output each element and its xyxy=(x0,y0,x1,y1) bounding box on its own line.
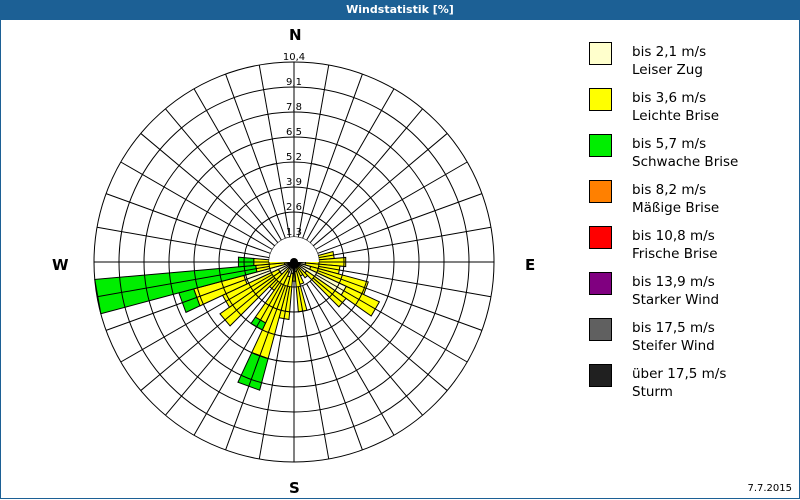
compass-east-label: E xyxy=(525,256,536,274)
legend-swatch-schwache-brise xyxy=(589,134,612,157)
legend-range: bis 3,6 m/s xyxy=(632,90,707,106)
legend-swatch-leiser-zug xyxy=(589,42,612,65)
grid-spoke xyxy=(318,265,492,298)
grid-spoke xyxy=(312,277,448,391)
legend-swatch-steifer-wind xyxy=(589,318,612,341)
grid-spoke xyxy=(309,108,423,244)
date-stamp: 7.7.2015 xyxy=(747,483,792,494)
grid-spoke xyxy=(165,280,279,416)
grid-spoke xyxy=(193,283,282,436)
legend-name: Sturm xyxy=(632,384,673,400)
legend-swatch-leichte-brise xyxy=(589,88,612,111)
grid-spoke xyxy=(225,285,286,451)
grid-spoke xyxy=(120,274,273,363)
grid-spoke xyxy=(302,73,363,239)
grid-spoke xyxy=(315,161,468,250)
compass-south-label: S xyxy=(289,479,300,497)
radial-tick-label: 1,3 xyxy=(286,227,302,238)
legend-range: über 17,5 m/s xyxy=(632,366,727,382)
legend-swatch-starker-wind xyxy=(589,272,612,295)
legend-swatch-sturm xyxy=(589,364,612,387)
grid-spoke xyxy=(312,133,448,247)
grid-spoke xyxy=(258,286,291,460)
grid-spoke xyxy=(317,193,483,254)
grid-spoke xyxy=(165,108,279,244)
grid-spoke xyxy=(306,283,395,436)
wind-bar-segment xyxy=(237,352,269,391)
grid-spoke xyxy=(317,270,483,331)
window-title: Windstatistik [%] xyxy=(346,3,454,16)
radial-tick-label: 2,6 xyxy=(286,202,302,213)
grid-spoke xyxy=(315,274,468,363)
grid-spoke xyxy=(193,88,282,241)
legend-range: bis 17,5 m/s xyxy=(632,320,715,336)
legend-range: bis 10,8 m/s xyxy=(632,228,715,244)
grid-spoke xyxy=(140,277,276,391)
chart-panel xyxy=(0,20,800,499)
grid-spoke xyxy=(96,226,270,259)
grid-spoke xyxy=(306,88,395,241)
grid-spoke xyxy=(105,193,271,254)
grid-spoke xyxy=(309,280,423,416)
legend-swatch-frische-brise xyxy=(589,226,612,249)
grid-spoke xyxy=(297,286,330,460)
radial-tick-label: 6,5 xyxy=(286,127,302,138)
radial-tick-label: 5,2 xyxy=(286,152,302,163)
legend-range: bis 5,7 m/s xyxy=(632,136,707,152)
legend-name: Schwache Brise xyxy=(632,154,739,170)
grid-spoke xyxy=(225,73,286,239)
legend-range: bis 8,2 m/s xyxy=(632,182,707,198)
compass-west-label: W xyxy=(52,256,69,274)
grid-spoke xyxy=(120,161,273,250)
legend-name: Steifer Wind xyxy=(632,338,715,354)
grid-spoke xyxy=(318,226,492,259)
grid-spoke xyxy=(96,265,270,298)
window-title-bar: Windstatistik [%] xyxy=(0,0,800,20)
radial-tick-label: 7,8 xyxy=(286,102,302,113)
grid-spoke xyxy=(302,285,363,451)
radial-tick-label: 9,1 xyxy=(286,77,302,88)
legend-range: bis 2,1 m/s xyxy=(632,44,707,60)
legend-name: Leiser Zug xyxy=(632,62,703,78)
legend-name: Frische Brise xyxy=(632,246,718,262)
legend-name: Starker Wind xyxy=(632,292,720,308)
grid-spoke xyxy=(258,64,291,238)
legend-swatch-maessige-brise xyxy=(589,180,612,203)
legend-name: Leichte Brise xyxy=(632,108,720,124)
grid-spoke xyxy=(105,270,271,331)
compass-north-label: N xyxy=(289,26,302,44)
grid-spoke xyxy=(297,64,330,238)
radial-tick-label: 10,4 xyxy=(283,52,305,63)
legend-name: Mäßige Brise xyxy=(632,200,720,216)
grid-spoke xyxy=(140,133,276,247)
legend-range: bis 13,9 m/s xyxy=(632,274,715,290)
radial-tick-label: 3,9 xyxy=(286,177,302,188)
